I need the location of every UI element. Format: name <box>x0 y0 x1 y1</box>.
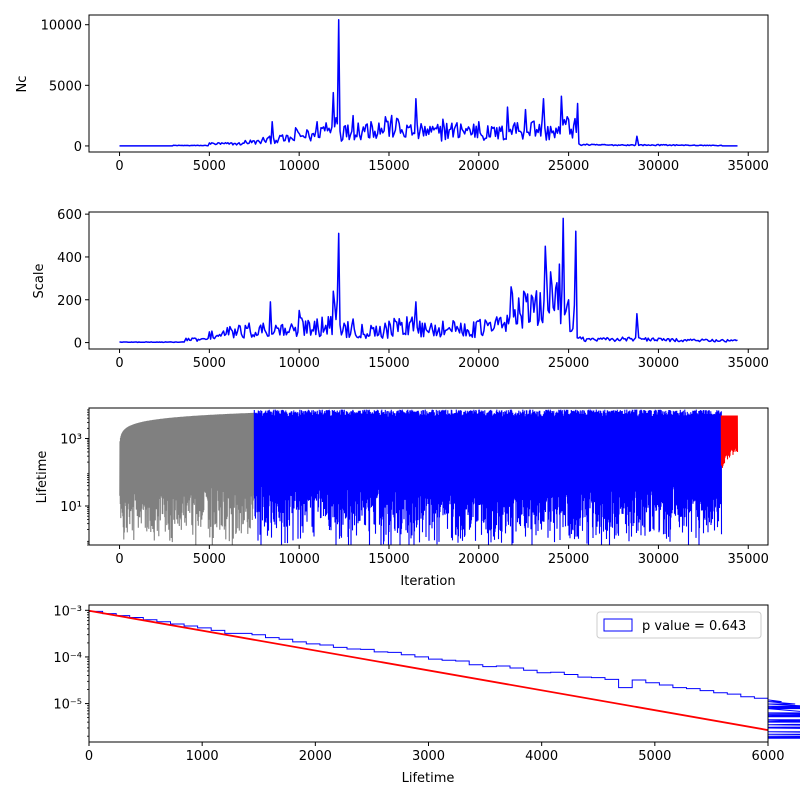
scale-x-tick-label: 25000 <box>548 356 589 371</box>
scale-x-tick-label: 30000 <box>638 356 679 371</box>
nc-x-tick-label: 0 <box>115 159 123 174</box>
histogram-axes-frame <box>88 604 769 743</box>
legend-label: p value = 0.643 <box>642 619 746 634</box>
nc-x-tick-label: 30000 <box>638 159 679 174</box>
nc-x-tick-label: 5000 <box>193 159 226 174</box>
scale-plot-area: 0 5000 10000 15000 20000 25000 30000 35000 0 200 4… <box>57 208 769 371</box>
histogram-x-tick-label: 4000 <box>525 749 558 764</box>
scale-y-tick-label: 0 <box>74 337 82 352</box>
scale-x-tick-label: 20000 <box>458 356 499 371</box>
histogram-panel: 0 1000 2000 3000 4000 5000 6000 10⁻⁵ 10⁻⁴ 10⁻³ Li… <box>53 604 800 786</box>
histogram-fit-line <box>88 609 769 731</box>
histogram-x-tick-label: 0 <box>85 749 93 764</box>
nc-panel: 0 5000 10000 15000 20000 25000 30000 35000 0 5000… <box>15 14 769 174</box>
scale-axes-frame <box>88 211 769 350</box>
histogram-x-tick-label: 5000 <box>638 749 671 764</box>
scale-panel: 0 5000 10000 15000 20000 25000 30000 35000 0 200 4… <box>32 208 769 371</box>
scale-x-tick-label: 0 <box>115 356 123 371</box>
histogram-x-tick-label: 3000 <box>412 749 445 764</box>
scale-x-tick-label: 15000 <box>368 356 409 371</box>
lifetime-x-tick-label: 25000 <box>548 552 589 567</box>
histogram-x-tick-label: 6000 <box>751 749 784 764</box>
nc-x-tick-label: 35000 <box>728 159 769 174</box>
lifetime-series-tail <box>720 415 739 468</box>
nc-y-tick-label: 10000 <box>41 19 82 34</box>
nc-y-tick-label: 0 <box>74 140 82 155</box>
histogram-y-tick-label: 10⁻⁴ <box>53 651 82 666</box>
legend-box <box>596 611 762 639</box>
lifetime-x-tick-label: 0 <box>115 552 123 567</box>
histogram-histogram-steps <box>88 610 800 742</box>
histogram-x-tick-label: 2000 <box>299 749 332 764</box>
lifetime-x-tick-label: 5000 <box>193 552 226 567</box>
lifetime-x-tick-label: 35000 <box>728 552 769 567</box>
lifetime-x-tick-label: 15000 <box>368 552 409 567</box>
histogram-plot-area: 0 1000 2000 3000 4000 5000 6000 10⁻⁵ 10⁻⁴ 10⁻³ <box>53 604 800 764</box>
nc-x-tick-label: 20000 <box>458 159 499 174</box>
iteration-x-axis-label: Iteration <box>400 574 455 589</box>
lifetime-y-tick-label: 10³ <box>60 432 82 447</box>
nc-series-line <box>119 19 738 147</box>
nc-y-axis-label: Nc <box>15 76 30 93</box>
nc-x-tick-label: 10000 <box>278 159 319 174</box>
nc-axes-frame <box>88 14 769 153</box>
nc-y-tick-label: 5000 <box>49 79 82 94</box>
histogram-y-tick-label: 10⁻³ <box>53 604 82 619</box>
nc-x-tick-label: 25000 <box>548 159 589 174</box>
scale-series-line <box>119 217 738 344</box>
lifetime-plot-area: 0 5000 10000 15000 20000 25000 30000 35000 10¹ 10… <box>60 407 769 567</box>
lifetime-axes-frame <box>88 407 769 546</box>
scale-x-tick-label: 35000 <box>728 356 769 371</box>
legend: p value = 0.643 <box>596 611 762 639</box>
scale-y-tick-label: 400 <box>57 251 82 266</box>
nc-plot-area: 0 5000 10000 15000 20000 25000 30000 35000 0 5000… <box>41 14 769 174</box>
histogram-y-tick-label: 10⁻⁵ <box>53 698 82 713</box>
lifetime-x-tick-label: 10000 <box>278 552 319 567</box>
lifetime-series-warmup <box>119 412 255 545</box>
lifetime-y-axis-label: Lifetime <box>35 451 50 504</box>
scale-x-tick-label: 5000 <box>193 356 226 371</box>
lifetime-panel: 0 5000 10000 15000 20000 25000 30000 35000 10¹ 10… <box>35 407 769 589</box>
scale-y-tick-label: 600 <box>57 208 82 223</box>
nc-x-tick-label: 15000 <box>368 159 409 174</box>
scale-x-tick-label: 10000 <box>278 356 319 371</box>
lifetime-series-main <box>253 409 723 545</box>
lifetime-x-tick-label: 30000 <box>638 552 679 567</box>
lifetime-y-tick-label: 10¹ <box>60 500 82 515</box>
scale-y-tick-label: 200 <box>57 294 82 309</box>
histogram-x-tick-label: 1000 <box>186 749 219 764</box>
lifetime-x-tick-label: 20000 <box>458 552 499 567</box>
lifetime-x-axis-label: Lifetime <box>402 771 455 786</box>
legend-swatch <box>603 618 633 632</box>
scale-y-axis-label: Scale <box>32 264 47 299</box>
